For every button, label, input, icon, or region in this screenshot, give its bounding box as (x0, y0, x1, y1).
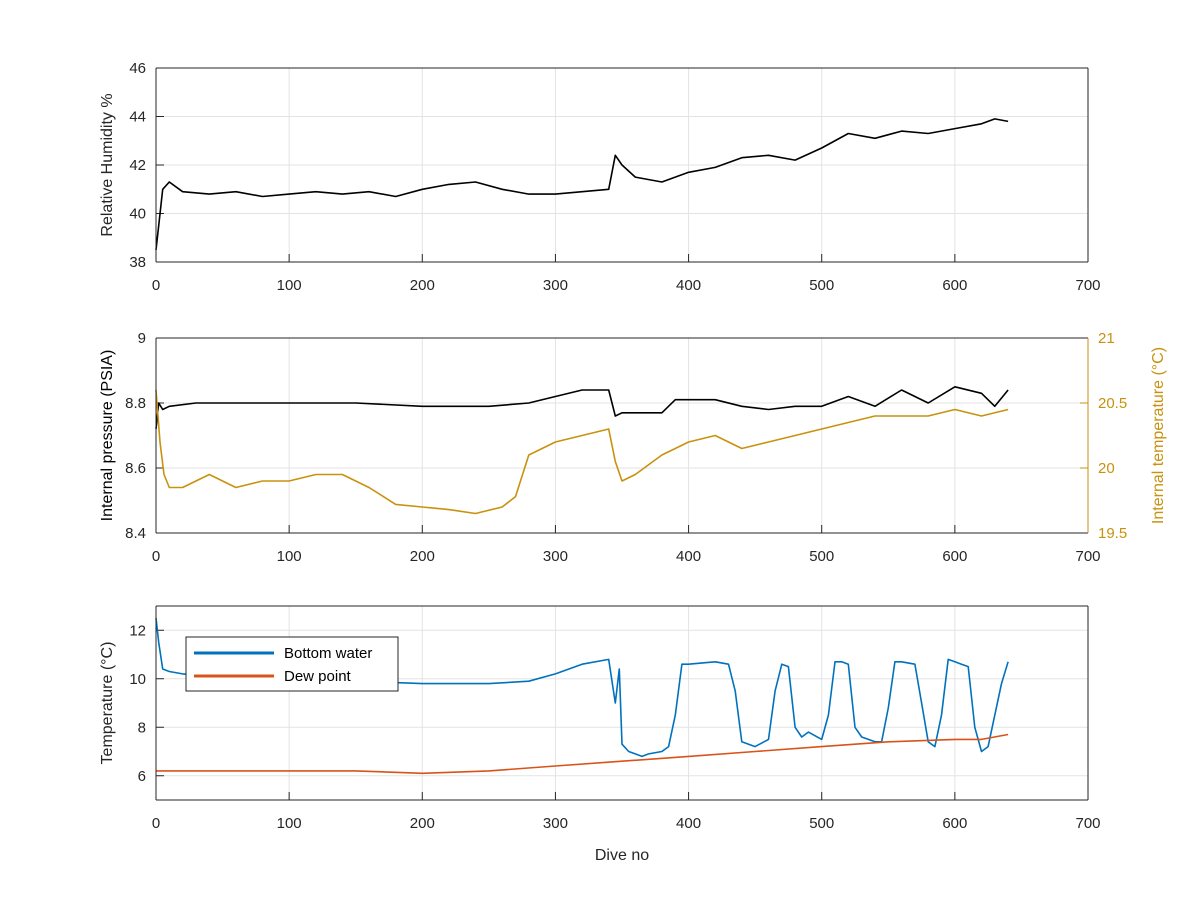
panel-top: 0 100 200 300 400 500 600 700 38 40 42 44 46 Relative… (99, 60, 1101, 294)
x-tick-label: 400 (676, 548, 701, 565)
x-tick-label: 100 (277, 548, 302, 565)
y-right-tick-label: 21 (1098, 330, 1115, 347)
x-tick-label: 0 (152, 548, 160, 565)
y-tick-label: 8.4 (125, 525, 146, 542)
legend-label: Bottom water (284, 645, 372, 662)
x-tick-label: 500 (809, 277, 834, 294)
legend: Bottom water Dew point (185, 636, 399, 692)
x-tick-label: 300 (543, 815, 568, 832)
x-tick-label: 700 (1075, 815, 1100, 832)
series-line-dew-point (156, 733, 1009, 775)
legend-box (185, 636, 399, 692)
x-tick-label: 200 (410, 277, 435, 294)
x-tick-label: 100 (277, 277, 302, 294)
x-axis-label: Dive no (595, 847, 649, 864)
x-tick-label: 300 (543, 277, 568, 294)
y-tick-label: 8 (138, 719, 146, 736)
y-tick-label: 12 (129, 622, 146, 639)
x-tick-label: 600 (942, 277, 967, 294)
x-tick-label: 600 (942, 548, 967, 565)
legend-label: Dew point (284, 668, 352, 685)
x-tick-label: 700 (1075, 548, 1100, 565)
y-tick-label: 9 (138, 330, 146, 347)
series-line-right-axis (155, 389, 1009, 515)
x-tick-label: 100 (277, 815, 302, 832)
x-tick-label: 500 (809, 548, 834, 565)
x-tick-label: 300 (543, 548, 568, 565)
y-tick-label: 46 (129, 60, 146, 77)
panel-middle: 0 100 200 300 400 500 600 700 8.4 8.6 8.8 9 19.5 20 20… (99, 330, 1167, 565)
x-tick-label: 0 (152, 815, 160, 832)
y-tick-label: 38 (129, 254, 146, 271)
panel-bottom: 0 100 200 300 400 500 600 700 6 8 10 12 Temperature … (99, 605, 1101, 864)
x-tick-label: 0 (152, 277, 160, 294)
x-tick-label: 600 (942, 815, 967, 832)
series-line-left-axis (155, 386, 1009, 430)
x-tick-label: 400 (676, 815, 701, 832)
y-right-axis-label: Internal temperature (°C) (1150, 347, 1167, 524)
x-tick-label: 700 (1075, 277, 1100, 294)
x-tick-label: 400 (676, 277, 701, 294)
y-tick-label: 8.8 (125, 395, 146, 412)
y-right-tick-label: 19.5 (1098, 525, 1127, 542)
y-tick-label: 10 (129, 671, 146, 688)
y-tick-label: 40 (129, 206, 146, 223)
y-tick-label: 44 (129, 109, 146, 126)
y-tick-label: 42 (129, 157, 146, 174)
y-axis-label: Relative Humidity % (99, 93, 116, 236)
x-tick-label: 500 (809, 815, 834, 832)
series-line-bottom-water (155, 618, 1009, 758)
plot-area (156, 338, 1088, 533)
y-axis-label: Temperature (°C) (99, 642, 116, 765)
y-right-tick-label: 20 (1098, 460, 1115, 477)
y-right-tick-label: 20.5 (1098, 395, 1127, 412)
series-line-humidity (155, 118, 1009, 250)
x-tick-label: 200 (410, 548, 435, 565)
y-tick-label: 6 (138, 768, 146, 785)
y-axis-label: Internal pressure (PSIA) (99, 350, 116, 522)
y-tick-label: 8.6 (125, 460, 146, 477)
x-tick-label: 200 (410, 815, 435, 832)
